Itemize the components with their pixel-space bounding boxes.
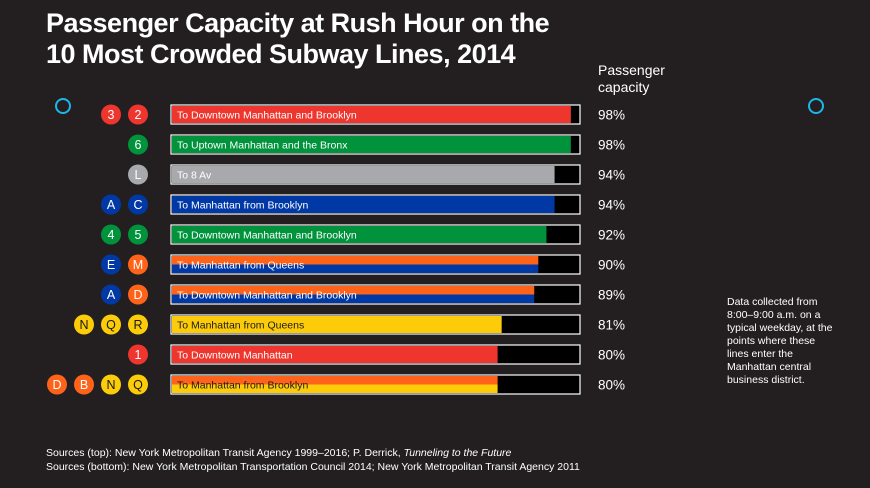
- bar-3: [172, 196, 555, 213]
- bar-label-7: To Manhattan from Queens: [177, 319, 304, 331]
- chart-title: Passenger Capacity at Rush Hour on the 1…: [46, 8, 550, 70]
- route-badge-2-0: [128, 164, 148, 185]
- bar-5-stripe-1: [172, 264, 539, 273]
- chart-title-line-2: 10 Most Crowded Subway Lines, 2014: [46, 39, 516, 69]
- route-badge-3-1: [128, 194, 148, 215]
- route-badge-label-1-0: 6: [135, 138, 142, 152]
- route-badge-5-0: [101, 254, 121, 275]
- right-ring-icon: [808, 98, 824, 114]
- route-badge-6-0: [101, 284, 121, 305]
- route-badge-label-2-0: L: [135, 168, 142, 182]
- route-badge-9-0: [47, 374, 67, 395]
- route-badge-0-0: [101, 104, 121, 125]
- value-label-4: 92%: [598, 228, 625, 243]
- route-badge-label-6-1: D: [133, 288, 142, 302]
- route-badge-7-0: [74, 314, 94, 335]
- bar-0: [172, 106, 571, 123]
- bar-label-0: To Downtown Manhattan and Brooklyn: [177, 109, 357, 121]
- route-badge-9-1: [74, 374, 94, 395]
- bar-label-3: To Manhattan from Brooklyn: [177, 199, 308, 211]
- bar-2: [172, 166, 555, 183]
- value-label-3: 94%: [598, 198, 625, 213]
- route-badge-label-5-1: M: [133, 258, 143, 272]
- route-badge-1-0: [128, 134, 148, 155]
- value-label-9: 80%: [598, 378, 625, 393]
- bar-8: [172, 346, 498, 363]
- bar-5-stripe-0: [172, 256, 539, 265]
- route-badge-label-5-0: E: [107, 258, 115, 272]
- chart-title-line-1: Passenger Capacity at Rush Hour on the: [46, 8, 550, 38]
- bar-4: [172, 226, 547, 243]
- value-label-2: 94%: [598, 168, 625, 183]
- route-badge-8-0: [128, 344, 148, 365]
- route-badge-label-4-0: 4: [108, 228, 115, 242]
- route-badge-9-2: [101, 374, 121, 395]
- route-badge-7-1: [101, 314, 121, 335]
- route-badge-label-8-0: 1: [135, 348, 142, 362]
- route-badge-5-1: [128, 254, 148, 275]
- sources-top-text: Sources (top): New York Metropolitan Tra…: [46, 447, 404, 459]
- sources: Sources (top): New York Metropolitan Tra…: [46, 446, 580, 474]
- left-ring-icon: [55, 98, 71, 114]
- route-badge-7-2: [128, 314, 148, 335]
- bar-label-8: To Downtown Manhattan: [177, 349, 293, 361]
- capacity-column-header: Passenger capacity: [598, 62, 665, 95]
- sources-top-book-title: Tunneling to the Future: [403, 447, 512, 459]
- bar-9-stripe-0: [172, 376, 498, 385]
- bar-label-1: To Uptown Manhattan and the Bronx: [177, 139, 348, 151]
- route-badge-label-9-1: B: [80, 378, 88, 392]
- value-label-1: 98%: [598, 138, 625, 153]
- bar-label-9: To Manhattan from Brooklyn: [177, 379, 308, 391]
- route-badge-label-7-1: Q: [106, 318, 116, 332]
- route-badge-9-3: [128, 374, 148, 395]
- sources-top: Sources (top): New York Metropolitan Tra…: [46, 446, 580, 460]
- bar-7: [172, 316, 502, 333]
- value-label-0: 98%: [598, 108, 625, 123]
- bar-6-stripe-1: [172, 294, 535, 303]
- data-collection-note: Data collected from 8:00–9:00 a.m. on a …: [727, 296, 833, 386]
- value-label-7: 81%: [598, 318, 625, 333]
- route-badge-label-4-1: 5: [135, 228, 142, 242]
- route-badge-4-1: [128, 224, 148, 245]
- value-label-5: 90%: [598, 258, 625, 273]
- route-badge-label-9-3: Q: [133, 378, 143, 392]
- route-badge-label-0-1: 2: [135, 108, 142, 122]
- bar-label-5: To Manhattan from Queens: [177, 259, 304, 271]
- bar-9-stripe-1: [172, 384, 498, 393]
- route-badge-label-3-1: C: [133, 198, 142, 212]
- sources-bottom: Sources (bottom): New York Metropolitan …: [46, 461, 580, 473]
- route-badge-label-0-0: 3: [108, 108, 115, 122]
- route-badge-3-0: [101, 194, 121, 215]
- route-badge-0-1: [128, 104, 148, 125]
- value-label-6: 89%: [598, 288, 625, 303]
- route-badge-label-7-2: R: [133, 318, 142, 332]
- route-badge-label-6-0: A: [107, 288, 116, 302]
- bar-1: [172, 136, 571, 153]
- route-badge-label-9-2: N: [106, 378, 115, 392]
- bar-label-2: To 8 Av: [177, 169, 212, 181]
- bar-6-stripe-0: [172, 286, 535, 295]
- route-badge-6-1: [128, 284, 148, 305]
- route-badge-label-9-0: D: [52, 378, 61, 392]
- route-badge-label-3-0: A: [107, 198, 116, 212]
- route-badge-label-7-0: N: [79, 318, 88, 332]
- bar-label-4: To Downtown Manhattan and Brooklyn: [177, 229, 357, 241]
- bar-label-6: To Downtown Manhattan and Brooklyn: [177, 289, 357, 301]
- value-label-8: 80%: [598, 348, 625, 363]
- route-badge-4-0: [101, 224, 121, 245]
